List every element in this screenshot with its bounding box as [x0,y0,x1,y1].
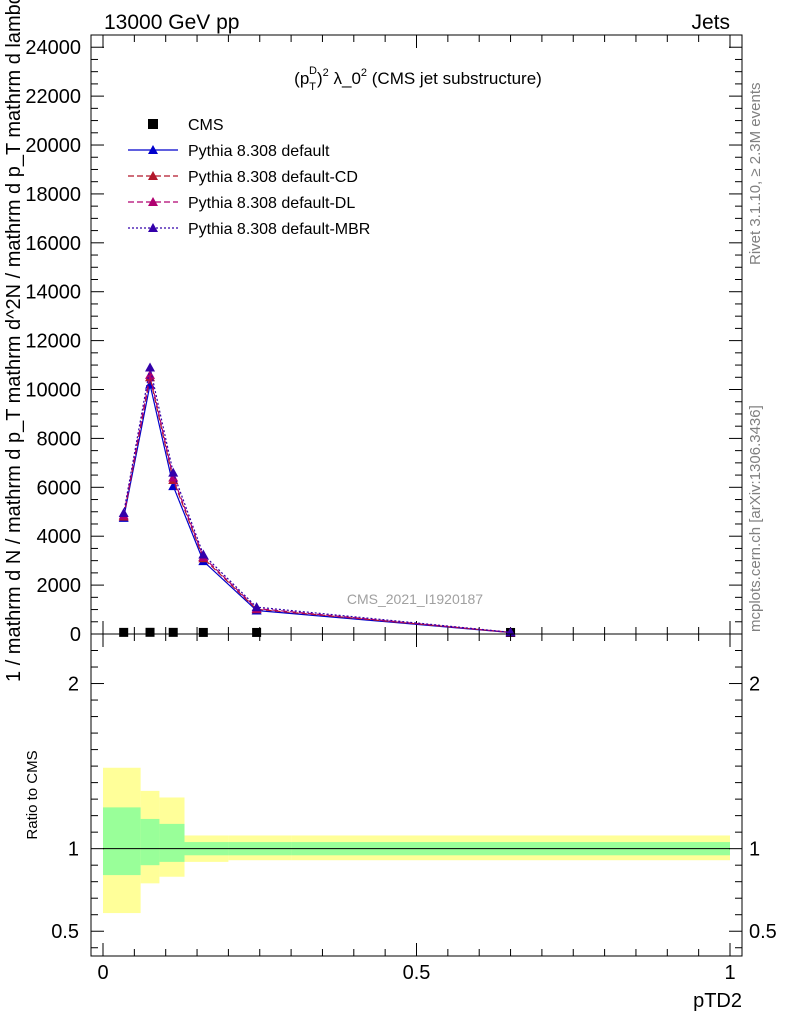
ratio-y-axis-label: Ratio to CMS [24,750,41,839]
main-y-axis: 0 2000 4000 6000 8000 10000 12000 14000 16000 180… [25,37,742,646]
y-tick-label: 8000 [37,428,82,450]
watermark: CMS_2021_I1920187 [347,591,483,607]
y-tick-label: 10000 [25,380,81,402]
y-tick-label: 4000 [37,526,82,548]
series-line [123,367,511,633]
legend-swatch [148,119,158,129]
cms-data-point [168,627,178,637]
series-group [118,362,516,637]
y-tick-label: 24000 [25,37,81,59]
mcplots-label: mcplots.cern.ch [arXiv:1306.3436] [747,405,764,632]
series-line [123,384,511,634]
series-marker [198,549,209,559]
cms-data-point [119,627,129,637]
legend-marker [148,197,158,206]
cms-data-point [198,627,208,637]
ratio-uncertainty-bands [103,767,730,914]
series-marker [145,362,156,372]
series-marker [168,467,179,477]
legend-label: Pythia 8.308 default-DL [188,195,355,212]
y-tick-label: 2000 [37,575,82,597]
y-tick-label: 16000 [25,233,81,255]
series-0 [119,627,516,637]
ratio-y-tick-label: 0.5 [51,921,79,943]
y-tick-label: 20000 [25,135,81,157]
x-tick-label: 0.5 [403,962,431,984]
y-axis-label: 1 / mathrm d N / mathrm d p_T mathrm d^2… [3,0,25,682]
y-tick-label: 18000 [25,184,81,206]
series-line [123,374,511,633]
series-marker [251,602,262,612]
series-line [123,377,511,634]
legend-marker [148,145,158,154]
process-label: Jets [691,11,730,34]
series-marker [168,472,179,482]
series-marker [118,507,129,517]
cms-data-point [145,627,155,637]
ratio-panel: 0.5 0.51 12 2 0 0.5 1 Ratio to CMS pTD2 [24,633,777,1012]
legend-label: Pythia 8.308 default-MBR [188,221,370,238]
y-tick-label: 14000 [25,282,81,304]
ratio-y-tick-label: 2 [68,674,79,696]
rivet-version-label: Rivet 3.1.10, ≥ 2.3M events [747,83,764,266]
y-tick-label: 6000 [37,477,82,499]
legend-item: CMS [148,117,224,134]
legend-item: Pythia 8.308 default [128,143,330,160]
y-tick-label: 12000 [25,331,81,353]
legend-label: CMS [188,117,224,134]
green-band-segment [159,823,185,862]
main-x-axis [102,35,731,634]
ratio-y-tick-label-right: 2 [749,674,760,696]
cms-data-point [252,627,262,637]
series-4 [118,362,516,637]
green-band-segment [140,818,160,866]
legend-item: Pythia 8.308 default-MBR [128,221,370,238]
legend-item: Pythia 8.308 default-DL [128,195,355,212]
legend-item: Pythia 8.308 default-CD [128,169,358,186]
x-tick-label: 0 [97,962,108,984]
x-axis-label: pTD2 [693,990,742,1012]
x-tick-label: 1 [724,962,735,984]
energy-label: 13000 GeV pp [104,11,239,34]
y-tick-label: 0 [70,624,81,646]
ratio-y-axis: 0.5 0.5 1 1 2 2 [51,650,777,949]
main-panel: 0 2000 4000 6000 8000 10000 12000 14000 16000 180… [3,0,743,682]
legend: CMS Pythia 8.308 default Pythia 8.308 defa… [128,117,370,238]
y-tick-label: 22000 [25,86,81,108]
legend-marker [148,223,158,232]
ratio-y-tick-label-right: 1 [749,839,760,861]
ratio-y-tick-label: 1 [68,839,79,861]
legend-label: Pythia 8.308 default [188,143,330,160]
legend-label: Pythia 8.308 default-CD [188,169,358,186]
green-band-segment [103,807,141,876]
ratio-x-axis: 0 0.5 1 [97,634,736,984]
legend-marker [148,171,158,180]
ratio-frame [90,633,743,957]
ratio-y-tick-label-right: 0.5 [749,921,777,943]
plot-title: (pTD)2 λ_02 (CMS jet substructure) [294,65,542,93]
